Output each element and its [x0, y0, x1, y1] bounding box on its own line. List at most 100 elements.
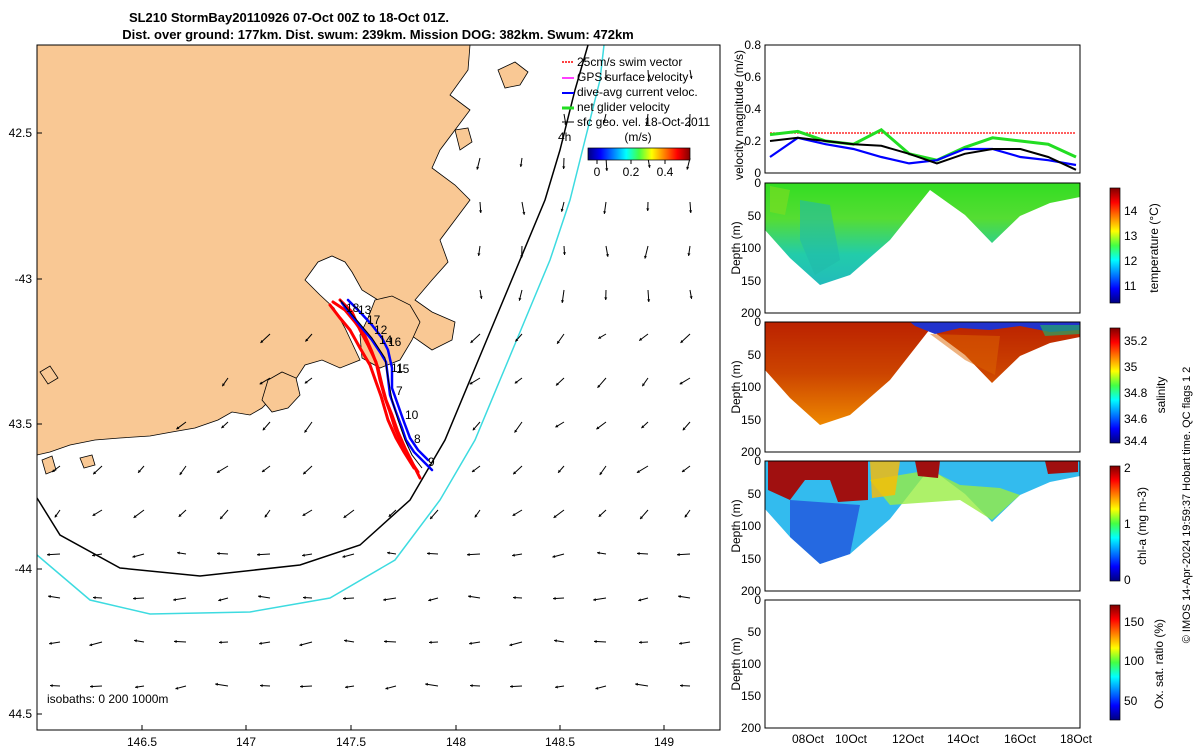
track-label-15: 15 [396, 362, 410, 376]
legend-dive-avg: dive-avg current veloc. [577, 85, 698, 99]
geo-arrowhead-57 [682, 427, 686, 431]
geo-arrowhead-110 [343, 596, 346, 600]
geo-arrowhead-1 [647, 79, 651, 82]
track-label-9: 9 [428, 455, 435, 469]
geo-arrowhead-137 [135, 685, 138, 689]
map-panel: 18 13 17 12 14 16 11 15 7 10 8 9 146.5 1… [9, 44, 721, 749]
track-black [339, 299, 423, 469]
geo-arrowhead-108 [258, 595, 261, 599]
time-xticks: 08Oct 10Oct 12Oct 14Oct 16Oct 18Oct [792, 732, 1093, 746]
sal-ytick-150: 150 [741, 413, 761, 427]
chla-ytick-100: 100 [741, 519, 761, 533]
xtick-08Oct: 08Oct [792, 732, 825, 746]
chla-bloom [768, 461, 868, 502]
geo-arrowhead-47 [679, 381, 683, 385]
legend-gps-velocity: GPS surface velocity [577, 70, 688, 84]
ox-ylabel: Depth (m) [729, 637, 743, 690]
geo-arrowhead-31 [260, 340, 264, 343]
geo-arrowhead-7 [476, 166, 480, 170]
land-maria [497, 61, 529, 89]
ox-ytick-200: 200 [741, 721, 761, 735]
geo-arrowhead-124 [259, 641, 262, 645]
isobath-200 [37, 45, 589, 577]
track-label-18: 18 [346, 301, 360, 315]
chla-ytick-0: 0 [754, 454, 761, 468]
geo-arrowhead-85 [640, 516, 643, 520]
geo-arrowhead-83 [553, 515, 557, 518]
geo-arrowhead-20 [520, 255, 524, 258]
sal-ytick-200: 200 [741, 445, 761, 459]
geo-arrowhead-46 [642, 383, 645, 387]
legend-time-tag: 4h [558, 130, 571, 144]
temperature-yticks: 0 50 100 150 200 [741, 176, 761, 320]
geo-arrowhead-18 [689, 210, 693, 213]
geo-arrowhead-23 [644, 255, 647, 259]
map-ytick-43.5: 43.5 [9, 417, 33, 431]
geo-arrowhead-140 [260, 684, 263, 688]
geo-arrowhead-21 [562, 252, 566, 255]
geo-arrowhead-5 [645, 122, 649, 125]
velocity-yticks: 0 0.2 0.4 0.6 0.8 [744, 38, 761, 180]
title-line2: Dist. over ground: 177km. Dist. swum: 23… [122, 27, 634, 42]
velocity-series [769, 128, 1077, 171]
sal-cbar-35.2: 35.2 [1124, 334, 1148, 348]
isobath-1000 [37, 45, 605, 615]
geo-arrowhead-107 [218, 598, 222, 602]
temp-ytick-50: 50 [748, 209, 762, 223]
geo-arrowhead-142 [345, 685, 348, 689]
geo-arrowhead-52 [472, 427, 476, 431]
track-blue [340, 298, 434, 472]
salinity-panel: 0 50 100 150 200 Depth (m) 35.2 35 34.8 … [729, 315, 1168, 459]
geo-arrowhead-66 [513, 471, 517, 475]
geo-arrowhead-12 [686, 166, 690, 170]
geo-arrowhead-147 [555, 685, 558, 689]
map-ytick-43: -43 [15, 272, 33, 286]
geo-arrowhead-116 [593, 598, 596, 602]
map-xticks: 146.5 147 147.5 148 148.5 149 [127, 735, 674, 749]
geo-arrowhead-11 [647, 165, 651, 168]
geo-arrowhead-74 [178, 513, 182, 517]
geo-arrowhead-80 [430, 516, 433, 520]
geo-arrowhead-60 [138, 469, 141, 473]
geo-arrowhead-76 [264, 514, 268, 518]
geo-arrowhead-127 [384, 640, 387, 644]
temperature-section [765, 183, 1080, 285]
geo-arrowhead-38 [680, 340, 684, 343]
isobaths-label: isobaths: 0 200 1000m [47, 692, 168, 706]
geo-arrowhead-94 [342, 554, 346, 558]
geo-arrowhead-26 [518, 297, 522, 301]
geo-arrowhead-119 [49, 641, 52, 645]
geo-arrowhead-82 [512, 513, 516, 516]
velocity-line-sfc-geo-vel- [769, 136, 1077, 171]
geo-arrowhead-132 [594, 640, 597, 644]
land-islet-1 [454, 127, 473, 151]
sal-ytick-50: 50 [748, 348, 762, 362]
map-colorbar [587, 147, 691, 161]
geo-arrowhead-37 [639, 337, 643, 341]
sal-cbar-label: salinity [1154, 377, 1168, 414]
chla-colorbar [1109, 465, 1121, 582]
geo-arrowhead-35 [557, 340, 560, 344]
geo-arrowhead-3 [564, 123, 568, 126]
geo-arrowhead-72 [92, 513, 96, 516]
geo-arrowhead-134 [679, 641, 682, 645]
geo-arrowhead-68 [599, 472, 603, 475]
geo-arrowhead-61 [179, 472, 183, 475]
track-label-8: 8 [414, 432, 421, 446]
land-bruny [261, 371, 301, 413]
geo-arrowhead-133 [639, 640, 642, 644]
chla-cbar-ticks: 2 1 0 [1124, 461, 1131, 587]
geo-arrowhead-4 [602, 119, 606, 123]
geo-arrowhead-123 [219, 640, 222, 644]
geo-arrowhead-51 [304, 429, 308, 433]
temperature-blobs [800, 200, 840, 275]
ox-ytick-0: 0 [754, 593, 761, 607]
map-xtick-marks [37, 132, 665, 730]
map-cbar-tick-0.4: 0.4 [657, 165, 674, 179]
geo-arrowhead-63 [262, 469, 265, 472]
salinity-fresh-surface [910, 322, 1080, 334]
geo-arrowhead-65 [472, 469, 475, 472]
geo-arrowhead-92 [257, 553, 260, 557]
temp-cbar-12: 12 [1124, 254, 1138, 268]
temp-ytick-100: 100 [741, 241, 761, 255]
